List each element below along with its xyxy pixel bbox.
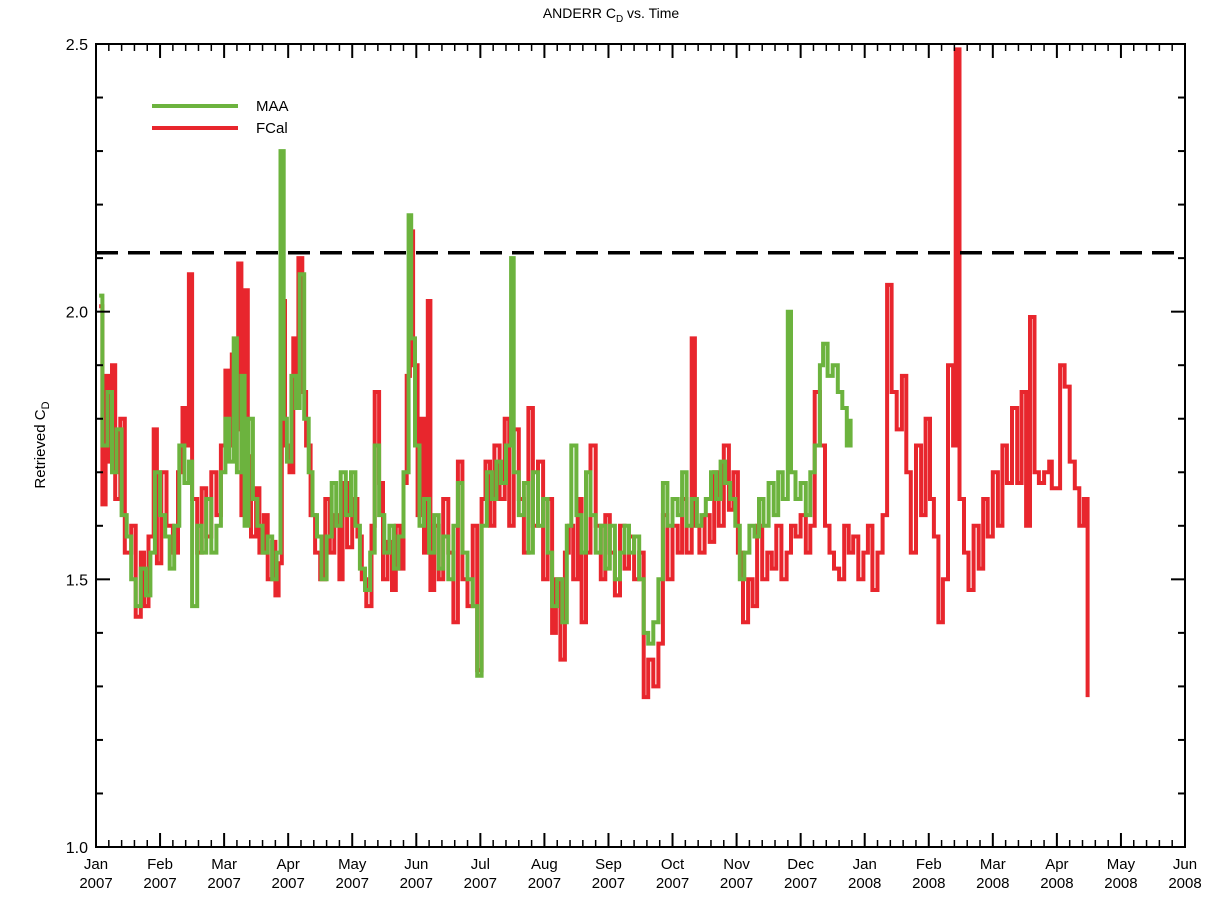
- x-tick-label-month: Mar: [211, 856, 237, 873]
- legend: MAA FCal: [152, 98, 289, 137]
- y-tick-label: 1.0: [66, 840, 88, 857]
- x-tick-label-month: Jan: [853, 856, 877, 873]
- x-tick-label-month: Sep: [595, 856, 622, 873]
- x-tick-label-year: 2007: [720, 875, 753, 892]
- plot-frame: [95, 43, 1186, 848]
- x-tick-label-year: 2007: [464, 875, 497, 892]
- x-tick-label-month: May: [1107, 856, 1136, 873]
- x-tick-label-year: 2007: [656, 875, 689, 892]
- x-tick-label-month: Jan: [84, 856, 108, 873]
- x-tick-label-year: 2007: [207, 875, 240, 892]
- x-tick-label-year: 2008: [1104, 875, 1137, 892]
- legend-label-maa: MAA: [256, 98, 289, 115]
- x-tick-label-year: 2008: [1168, 875, 1201, 892]
- series-layer: [99, 47, 1090, 700]
- y-axis-label: Retrieved CD: [32, 401, 52, 488]
- chart-title: ANDERR CD vs. Time: [543, 5, 680, 25]
- x-tick-labels: Jan 2007 Feb 2007 Mar 2007 Apr 2007 May 2007 Jun 20…: [79, 856, 1201, 892]
- x-tick-label-year: 2007: [271, 875, 304, 892]
- y-tick-labels: 1.0 1.5 2.0 2.5: [66, 37, 88, 857]
- x-tick-label-month: Oct: [661, 856, 685, 873]
- x-tick-label-month: Nov: [723, 856, 750, 873]
- x-tick-label-month: Apr: [277, 856, 300, 873]
- x-tick-label-year: 2008: [848, 875, 881, 892]
- ticks-layer: [95, 43, 1186, 848]
- x-tick-label-month: Apr: [1045, 856, 1068, 873]
- legend-label-fcal: FCal: [256, 120, 288, 137]
- x-tick-label-month: Mar: [980, 856, 1006, 873]
- x-tick-label-year: 2007: [528, 875, 561, 892]
- x-tick-label-year: 2007: [336, 875, 369, 892]
- x-tick-label-year: 2007: [784, 875, 817, 892]
- y-tick-label: 1.5: [66, 572, 88, 589]
- x-tick-label-month: Jun: [1173, 856, 1197, 873]
- x-tick-label-month: Jul: [471, 856, 490, 873]
- x-tick-label-month: May: [338, 856, 367, 873]
- x-tick-label-year: 2008: [912, 875, 945, 892]
- x-tick-label-year: 2007: [400, 875, 433, 892]
- x-tick-label-year: 2008: [1040, 875, 1073, 892]
- x-tick-label-month: Jun: [404, 856, 428, 873]
- x-tick-label-year: 2007: [79, 875, 112, 892]
- x-tick-label-year: 2007: [143, 875, 176, 892]
- y-tick-label: 2.5: [66, 37, 88, 54]
- x-tick-label-month: Dec: [787, 856, 814, 873]
- x-tick-label-month: Feb: [147, 856, 173, 873]
- x-tick-label-month: Feb: [916, 856, 942, 873]
- y-tick-label: 2.0: [66, 305, 88, 322]
- x-tick-label-year: 2008: [976, 875, 1009, 892]
- series-line-maa: [99, 149, 853, 678]
- x-tick-label-month: Aug: [531, 856, 558, 873]
- series-line-fcal: [99, 47, 1090, 700]
- x-tick-label-year: 2007: [592, 875, 625, 892]
